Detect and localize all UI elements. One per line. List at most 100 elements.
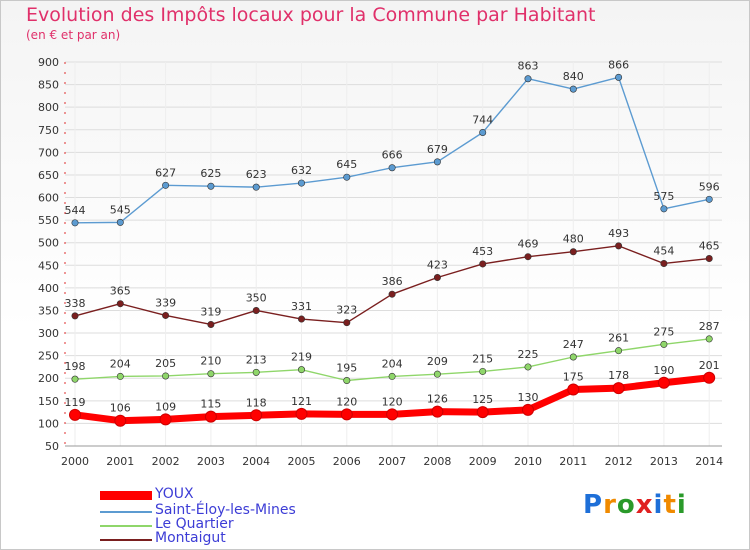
data-label-youx: 119 [65, 396, 86, 409]
chart-title: Evolution des Impôts locaux pour la Comm… [26, 4, 596, 26]
data-point-le-quartier [388, 372, 396, 380]
data-point-saint-eloy-les-mines [388, 164, 396, 172]
data-point-montaigut [71, 312, 79, 320]
data-point-saint-eloy-les-mines [297, 179, 305, 187]
x-tick-label: 2000 [61, 455, 89, 468]
data-point-le-quartier [569, 353, 577, 361]
data-point-le-quartier [207, 370, 215, 378]
data-label-le-quartier: 209 [427, 355, 448, 368]
data-label-montaigut: 453 [472, 245, 493, 258]
x-tick-label: 2011 [559, 455, 587, 468]
x-tick-label: 2010 [514, 455, 542, 468]
data-label-montaigut: 323 [336, 304, 357, 317]
data-point-le-quartier [162, 372, 170, 380]
legend-swatch [100, 511, 152, 513]
y-tick-label: 600 [38, 192, 59, 205]
data-point-montaigut [615, 242, 623, 250]
data-point-youx [431, 405, 444, 418]
data-point-montaigut [479, 260, 487, 268]
x-tick-label: 2003 [197, 455, 225, 468]
legend-label: Montaigut [155, 530, 226, 546]
data-point-youx [340, 408, 353, 421]
data-label-saint-eloy-les-mines: 863 [518, 60, 539, 73]
logo-letter: i [653, 490, 664, 520]
data-point-saint-eloy-les-mines [660, 205, 668, 213]
data-label-youx: 201 [699, 359, 720, 372]
data-label-montaigut: 338 [65, 297, 86, 310]
y-tick-label: 900 [38, 56, 59, 69]
logo-letter: o [616, 490, 636, 520]
data-label-montaigut: 386 [382, 275, 403, 288]
y-tick-label: 50 [45, 440, 59, 453]
data-point-saint-eloy-les-mines [569, 85, 577, 93]
logo-letter: P [583, 490, 604, 520]
data-point-montaigut [705, 255, 713, 263]
data-label-saint-eloy-les-mines: 840 [563, 70, 584, 83]
data-point-saint-eloy-les-mines [162, 181, 170, 189]
data-label-le-quartier: 287 [699, 320, 720, 333]
data-label-youx: 109 [155, 400, 176, 413]
data-point-montaigut [116, 300, 124, 308]
data-label-le-quartier: 204 [110, 357, 131, 370]
y-tick-label: 150 [38, 395, 59, 408]
legend-label: YOUX [155, 486, 194, 502]
data-label-youx: 106 [110, 402, 131, 415]
data-point-saint-eloy-les-mines [71, 219, 79, 227]
data-point-montaigut [252, 306, 260, 314]
data-label-saint-eloy-les-mines: 866 [608, 58, 629, 71]
data-point-youx [114, 414, 127, 427]
data-label-saint-eloy-les-mines: 744 [472, 113, 493, 126]
y-tick-label: 650 [38, 169, 59, 182]
x-tick-label: 2005 [288, 455, 316, 468]
chart-subtitle: (en € et par an) [26, 28, 121, 42]
data-label-montaigut: 350 [246, 291, 267, 304]
y-tick-label: 350 [38, 304, 59, 317]
data-point-montaigut [388, 290, 396, 298]
data-label-le-quartier: 198 [65, 360, 86, 373]
data-point-le-quartier [524, 363, 532, 371]
data-point-youx [567, 383, 580, 396]
data-label-montaigut: 365 [110, 285, 131, 298]
y-tick-label: 500 [38, 237, 59, 250]
data-point-youx [295, 407, 308, 420]
legend-swatch [100, 525, 152, 527]
data-label-saint-eloy-les-mines: 627 [155, 166, 176, 179]
data-point-montaigut [162, 311, 170, 319]
data-point-youx [522, 403, 534, 416]
x-tick-label: 2004 [242, 455, 270, 468]
data-label-youx: 178 [608, 369, 629, 382]
data-label-le-quartier: 261 [608, 332, 629, 345]
y-tick-label: 100 [38, 417, 59, 430]
y-tick-label: 400 [38, 282, 59, 295]
data-label-montaigut: 480 [563, 233, 584, 246]
x-tick-label: 2002 [152, 455, 180, 468]
data-point-montaigut [297, 315, 305, 323]
data-label-youx: 130 [518, 391, 539, 404]
data-label-le-quartier: 210 [200, 355, 221, 368]
data-label-youx: 120 [336, 395, 357, 408]
data-point-le-quartier [343, 376, 351, 384]
data-label-le-quartier: 219 [291, 351, 312, 364]
logo-letter: r [603, 490, 617, 520]
x-tick-label: 2007 [378, 455, 406, 468]
data-point-le-quartier [705, 335, 713, 343]
data-label-le-quartier: 247 [563, 338, 584, 351]
data-point-saint-eloy-les-mines [433, 158, 441, 166]
legend-label: Saint-Éloy-les-Mines [155, 502, 296, 518]
data-label-le-quartier: 195 [336, 361, 357, 374]
data-point-youx [159, 413, 172, 426]
data-label-le-quartier: 204 [382, 357, 403, 370]
y-tick-label: 750 [38, 124, 59, 137]
data-point-le-quartier [71, 375, 79, 383]
data-point-montaigut [207, 320, 215, 328]
y-tick-label: 300 [38, 327, 59, 340]
data-label-saint-eloy-les-mines: 623 [246, 168, 267, 181]
data-label-youx: 190 [653, 364, 674, 377]
legend-label: Le Quartier [155, 516, 234, 532]
data-point-youx [386, 408, 399, 421]
data-label-le-quartier: 205 [155, 357, 176, 370]
data-label-le-quartier: 213 [246, 353, 267, 366]
data-label-youx: 175 [563, 371, 584, 384]
data-label-youx: 120 [382, 395, 403, 408]
